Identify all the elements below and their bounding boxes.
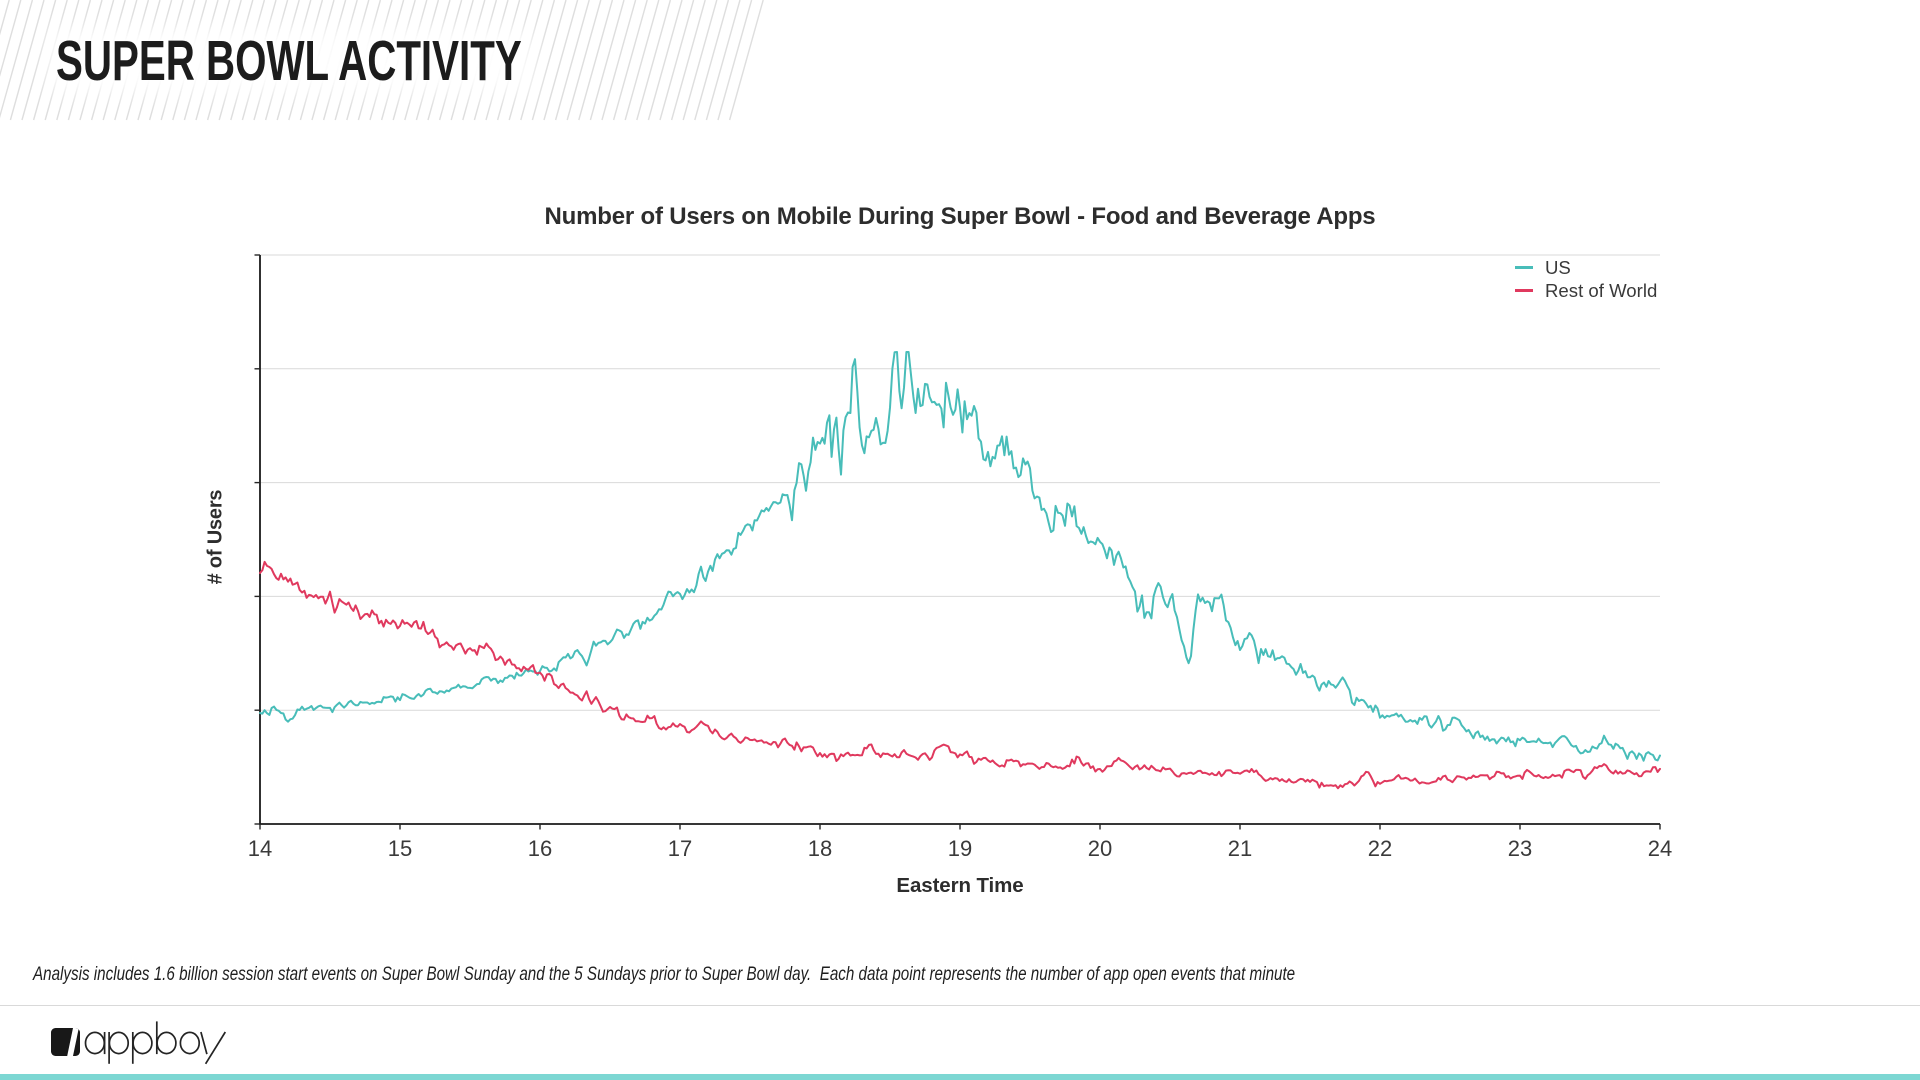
x-tick-label: 14 bbox=[247, 836, 273, 861]
footnote: Analysis includes 1.6 billion session st… bbox=[33, 963, 1296, 985]
legend-item-rest-of-world: Rest of World bbox=[1515, 279, 1657, 302]
footer-divider bbox=[0, 1005, 1920, 1006]
legend-swatch-us bbox=[1515, 266, 1533, 269]
x-tick-label: 15 bbox=[387, 836, 413, 861]
x-tick-label: 18 bbox=[807, 836, 833, 861]
chart-legend: US Rest of World bbox=[1515, 256, 1657, 302]
x-tick-label: 19 bbox=[947, 836, 973, 861]
x-tick-label: 22 bbox=[1367, 836, 1393, 861]
x-tick-label: 16 bbox=[527, 836, 553, 861]
appboy-logo-icon bbox=[51, 1028, 80, 1056]
x-axis-label: Eastern Time bbox=[896, 874, 1024, 897]
x-tick-label: 21 bbox=[1227, 836, 1253, 861]
legend-item-us: US bbox=[1515, 256, 1657, 279]
x-tick-label: 20 bbox=[1087, 836, 1113, 861]
page-title: SUPER BOWL ACTIVITY bbox=[56, 29, 522, 93]
x-tick-label: 23 bbox=[1507, 836, 1533, 861]
legend-swatch-rest-of-world bbox=[1515, 289, 1533, 292]
chart-title: Number of Users on Mobile During Super B… bbox=[544, 203, 1376, 230]
x-tick-label: 24 bbox=[1647, 836, 1673, 861]
bottom-accent-bar bbox=[0, 1074, 1920, 1080]
title-glow bbox=[48, 28, 534, 94]
legend-label-us: US bbox=[1545, 257, 1571, 278]
x-tick-label: 17 bbox=[667, 836, 693, 861]
y-axis-label: # of Users bbox=[204, 489, 227, 585]
appboy-wordmark bbox=[84, 1021, 227, 1065]
legend-label-rest-of-world: Rest of World bbox=[1545, 280, 1658, 301]
